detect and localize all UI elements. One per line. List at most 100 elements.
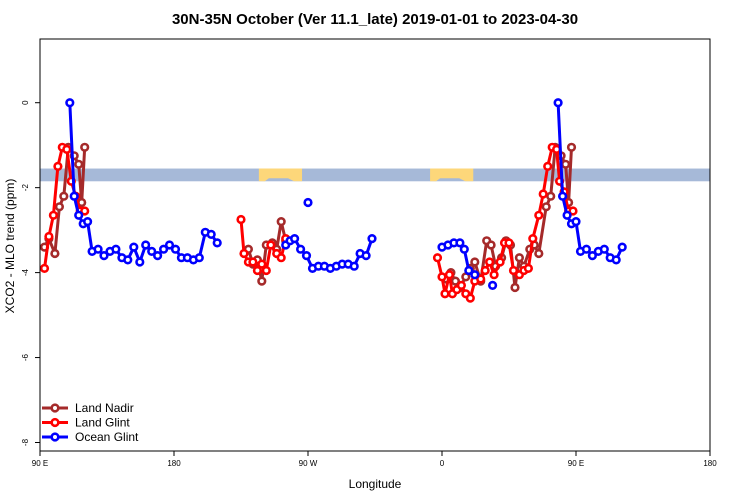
land-glint-point: [266, 240, 276, 250]
ocean-glint-point: [459, 244, 469, 254]
land-nadir-point: [534, 248, 544, 259]
ocean-glint-point: [464, 265, 474, 276]
land-glint-point: [276, 253, 286, 263]
land-glint-point: [543, 161, 553, 171]
land-glint-point: [504, 238, 514, 248]
land-nadir-point: [450, 276, 461, 286]
land-glint-point: [39, 263, 50, 274]
land-glint-point: [248, 257, 258, 267]
land-glint-point: [437, 272, 447, 282]
legend-item-ocean-glint: Ocean Glint: [42, 430, 139, 444]
series-ocean-glint: [65, 98, 627, 291]
land-nadir-point: [560, 159, 571, 169]
ocean-glint-point: [69, 191, 79, 201]
ocean-glint-point: [557, 191, 568, 201]
x-tick-label: 90 W: [299, 459, 318, 468]
legend-marker: [50, 403, 60, 413]
x-tick-label: 90 E: [32, 459, 48, 468]
land-glint-point: [480, 265, 490, 276]
y-tick-label: -6: [21, 353, 30, 361]
land-nadir-point: [566, 142, 577, 152]
land-nadir-point: [546, 191, 556, 201]
x-axis-label: Longitude: [349, 477, 402, 491]
legend-label: Land Glint: [75, 416, 130, 430]
series-layer: [39, 98, 627, 303]
land-nadir-point: [50, 248, 60, 259]
land-nadir-point: [74, 159, 84, 169]
land-glint-point: [53, 161, 63, 171]
land-glint-point: [261, 265, 271, 276]
ocean-glint-point: [82, 217, 93, 227]
ocean-glint-point: [617, 242, 627, 252]
land-nadir-point: [470, 257, 480, 267]
land-glint-point: [252, 265, 262, 276]
land-glint-point: [485, 257, 495, 267]
land-glint-point: [239, 248, 249, 259]
land-glint-point: [495, 257, 505, 267]
ocean-glint-point: [599, 244, 609, 254]
ocean-glint-point: [587, 251, 598, 261]
land-glint-point: [508, 265, 519, 276]
land-glint-point: [257, 259, 267, 269]
land-nadir-point: [257, 276, 267, 286]
ocean-glint-point: [93, 244, 103, 254]
land-nadir-point: [276, 217, 286, 227]
ocean-glint-point: [470, 270, 480, 280]
ocean-glint-line-1: [68, 102, 219, 264]
land-glint-point: [568, 206, 578, 216]
ocean-glint-point: [301, 251, 312, 261]
ocean-glint-point: [164, 240, 175, 250]
x-tick-label: 180: [167, 459, 181, 468]
ocean-glint-point: [367, 234, 377, 244]
land-glint-point: [44, 231, 54, 242]
ocean-glint-point: [303, 197, 313, 208]
land-nadir-point: [541, 202, 551, 212]
land-glint-point: [432, 253, 443, 263]
land-band-segment-1: [258, 168, 303, 182]
ocean-glint-point: [129, 242, 139, 252]
land-nadir-point: [59, 191, 69, 201]
ocean-glint-point: [571, 217, 581, 227]
land-glint-point: [456, 280, 467, 291]
y-tick-label: -2: [21, 184, 30, 192]
land-glint-point: [465, 293, 475, 303]
x-tick-label: 0: [440, 459, 445, 468]
ocean-glint-point: [123, 255, 133, 265]
ocean-glint-point: [170, 244, 181, 254]
land-glint-point: [236, 214, 246, 225]
ocean-glint-point: [212, 238, 222, 248]
land-glint-point: [489, 270, 499, 280]
land-band-segment-2: [430, 168, 474, 182]
ocean-glint-point: [159, 244, 169, 254]
land-glint-point: [534, 210, 544, 220]
ocean-glint-point: [111, 244, 121, 254]
axis-ticks: 90 E 180 90 W 0 90 E 180 0 -2 -4 -6 -8: [21, 100, 717, 468]
y-tick-label: 0: [21, 100, 30, 105]
ocean-glint-point: [488, 280, 498, 291]
series-land-glint: [39, 142, 578, 303]
land-glint-point: [80, 206, 90, 216]
legend-label: Land Nadir: [75, 401, 134, 415]
ocean-glint-point: [135, 257, 145, 267]
y-tick-label: -8: [21, 438, 30, 446]
ocean-glint-point: [65, 98, 75, 108]
ocean-glint-point: [153, 251, 163, 261]
land-glint-point: [523, 263, 534, 274]
ocean-glint-point: [99, 251, 109, 261]
land-glint-point: [476, 274, 486, 284]
ocean-glint-point: [349, 261, 359, 271]
y-axis-label: XCO2 - MLO trend (ppm): [3, 179, 17, 314]
legend-item-land-glint: Land Glint: [42, 416, 130, 430]
ocean-glint-point: [147, 246, 157, 256]
ocean-glint-point: [455, 238, 465, 248]
land-glint-point: [48, 210, 59, 220]
legend-marker: [50, 432, 60, 442]
land-glint-point: [538, 189, 548, 199]
ocean-glint-point: [553, 98, 563, 108]
x-tick-label: 90 E: [568, 459, 584, 468]
land-glint-point: [444, 270, 455, 280]
ocean-glint-point: [74, 210, 84, 220]
land-glint-point: [62, 144, 72, 154]
